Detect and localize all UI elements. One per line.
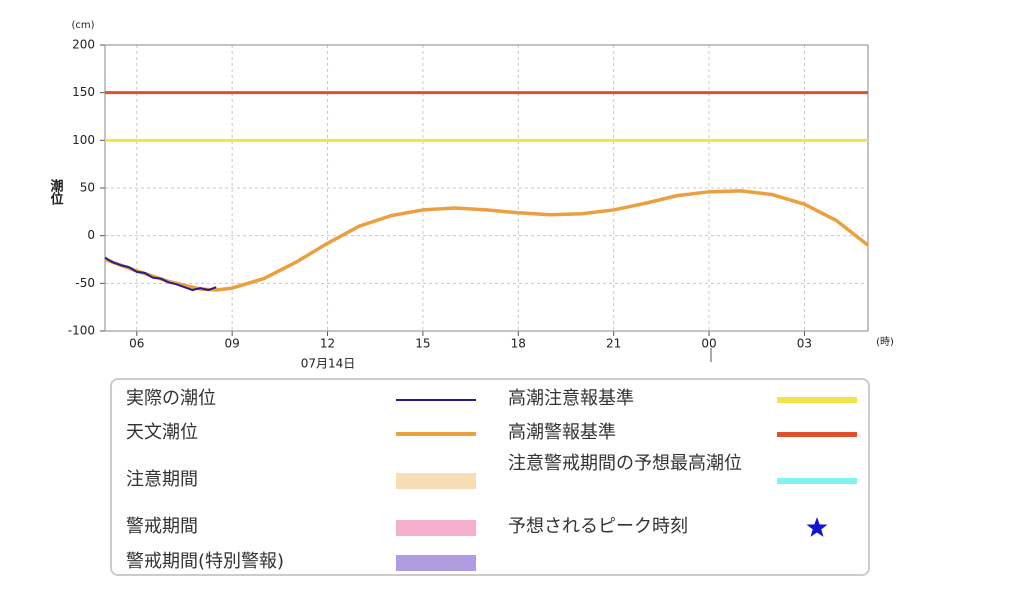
legend-star: [806, 517, 828, 537]
legend-swatch: [396, 399, 476, 401]
legend-swatch: [777, 397, 857, 403]
y-tick-label: 200: [72, 38, 95, 52]
chart: (cm) (時) 07月14日 潮位 -100 -50 0 50 100 150 200 06…: [48, 20, 894, 371]
y-unit: (cm): [71, 20, 94, 31]
legend-swatch: [777, 478, 857, 484]
x-tick-label: 15: [415, 337, 430, 351]
y-tick-label: 50: [80, 181, 95, 195]
legend-label: 注意期間: [126, 469, 198, 490]
series-line: [104, 256, 217, 292]
legend-label: 天文潮位: [126, 422, 198, 443]
legend-swatch: [777, 431, 857, 437]
x-tick-label: 00: [701, 337, 716, 351]
legend-label: 高潮注意報基準: [508, 388, 634, 409]
x-tick-label: 21: [606, 337, 621, 351]
date-label: 07月14日: [301, 357, 356, 371]
y-tick-label: -50: [75, 276, 95, 290]
series-line: [104, 189, 870, 292]
legend-swatch: [396, 555, 476, 571]
y-axis-label: 潮位: [48, 178, 64, 206]
x-tick-label: 18: [511, 337, 526, 351]
legend-swatch: [396, 473, 476, 489]
legend: 実際の潮位天文潮位注意期間警戒期間警戒期間(特別警報) 高潮注意報基準 高潮警報基準…: [110, 378, 870, 576]
x-tick-label: 12: [320, 337, 335, 351]
legend-swatch: [396, 520, 476, 536]
x-tick-label: 06: [129, 337, 144, 351]
legend-label: 注意警戒期間の予想最高潮位: [508, 453, 742, 474]
y-tick-label: -100: [68, 324, 95, 338]
y-tick-label: 0: [87, 228, 95, 242]
star: [806, 517, 828, 537]
y-tick-label: 150: [72, 85, 95, 99]
plot-frame: [104, 44, 869, 332]
legend-label: 実際の潮位: [126, 388, 216, 409]
legend-label: 予想されるピーク時刻: [508, 516, 688, 537]
y-tick-label: 100: [72, 133, 95, 147]
legend-label: 高潮警報基準: [508, 422, 616, 443]
legend-label: 警戒期間: [126, 516, 198, 537]
x-unit: (時): [876, 336, 894, 348]
legend-swatch: [396, 432, 476, 436]
x-tick-label: 09: [225, 337, 240, 351]
legend-label: 警戒期間(特別警報): [126, 551, 285, 572]
x-tick-label: 03: [797, 337, 812, 351]
